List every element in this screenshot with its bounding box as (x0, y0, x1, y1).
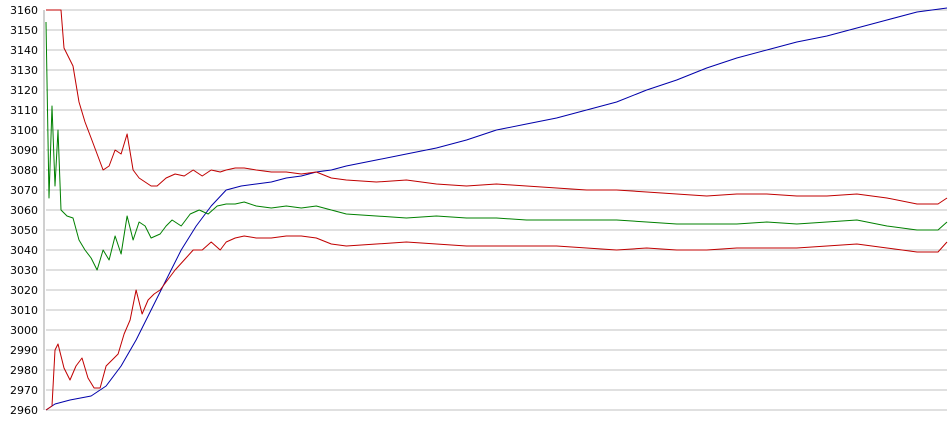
y-tick-label: 3060 (10, 204, 38, 217)
y-tick-label: 2970 (10, 384, 38, 397)
y-tick-label: 2960 (10, 404, 38, 417)
y-tick-label: 3160 (10, 4, 38, 17)
y-tick-label: 3040 (10, 244, 38, 257)
y-tick-label: 3130 (10, 64, 38, 77)
y-tick-label: 3110 (10, 104, 38, 117)
y-tick-label: 2990 (10, 344, 38, 357)
y-tick-label: 3030 (10, 264, 38, 277)
series-line-4 (45, 235, 948, 411)
y-tick-label: 3070 (10, 184, 38, 197)
y-tick-label: 3050 (10, 224, 38, 237)
y-tick-label: 3020 (10, 284, 38, 297)
series-line-1 (45, 7, 948, 411)
y-tick-label: 3090 (10, 144, 38, 157)
y-axis-ticks: 2960 2970 2980 2990 3000 3010 3020 3030 3040 3050… (10, 4, 38, 417)
y-tick-label: 3150 (10, 24, 38, 37)
series-line-3 (46, 9, 948, 205)
y-tick-label: 3120 (10, 84, 38, 97)
gridlines (46, 9, 947, 411)
y-tick-label: 2980 (10, 364, 38, 377)
y-tick-label: 3100 (10, 124, 38, 137)
series-line-2 (45, 21, 948, 271)
y-tick-label: 3010 (10, 304, 38, 317)
y-tick-label: 3080 (10, 164, 38, 177)
y-tick-label: 3140 (10, 44, 38, 57)
series-lines (45, 7, 948, 411)
y-tick-label: 3000 (10, 324, 38, 337)
